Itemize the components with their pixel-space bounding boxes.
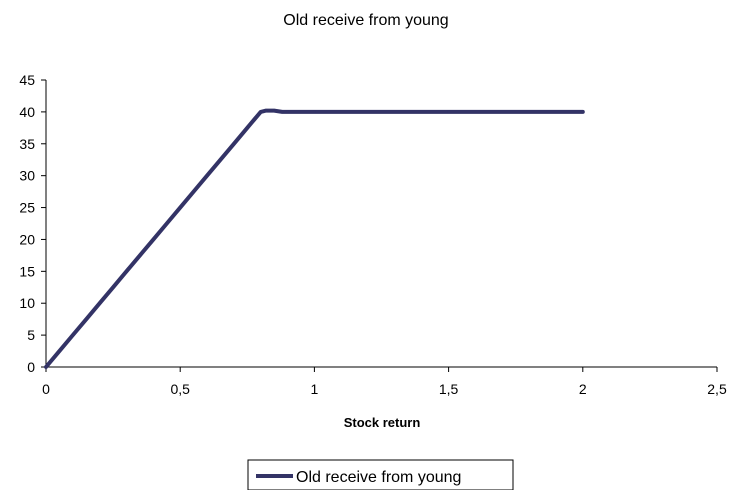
data-point: [259, 110, 263, 114]
data-point: [218, 158, 222, 162]
x-axis-label: Stock return: [344, 415, 421, 430]
data-point: [581, 110, 585, 114]
data-point: [178, 206, 182, 210]
data-point: [245, 126, 249, 130]
data-point: [312, 110, 316, 114]
data-point: [151, 237, 155, 241]
x-tick-label: 2: [579, 381, 587, 397]
data-point: [111, 285, 115, 289]
data-point: [232, 142, 236, 146]
data-point: [264, 109, 268, 113]
plot-area: 0 5 10 15 20 25 30 35 40 45 0 0,5 1 1,5 2 2,5: [19, 72, 727, 397]
data-point: [138, 253, 142, 257]
x-tick-label: 0: [42, 381, 50, 397]
legend: Old receive from young: [247, 459, 514, 490]
series-line: [44, 108, 585, 369]
y-tick-label: 0: [27, 359, 35, 375]
data-point: [280, 110, 284, 114]
data-point: [84, 317, 88, 321]
data-point: [57, 349, 61, 353]
y-tick-label: 30: [19, 168, 35, 184]
x-tick-label: 1,5: [439, 381, 459, 397]
y-tick-label: 35: [19, 136, 35, 152]
data-point: [192, 190, 196, 194]
y-tick-label: 10: [19, 295, 35, 311]
data-point: [447, 110, 451, 114]
x-tick-label: 2,5: [707, 381, 727, 397]
x-tick-label: 0,5: [170, 381, 190, 397]
y-tick-label: 25: [19, 200, 35, 216]
legend-box: [247, 459, 514, 490]
data-point: [125, 269, 129, 273]
y-tick-label: 20: [19, 231, 35, 247]
data-point: [165, 222, 169, 225]
data-point: [71, 333, 75, 337]
data-point: [44, 365, 48, 369]
data-point: [286, 110, 290, 114]
data-point: [272, 109, 276, 113]
y-tick-label: 40: [19, 104, 35, 120]
chart-title: Old receive from young: [283, 12, 448, 29]
y-tick-label: 5: [27, 327, 35, 343]
y-tick-label: 45: [19, 72, 35, 88]
legend-label: Old receive from young: [296, 469, 461, 486]
x-tick-label: 1: [311, 381, 319, 397]
data-point: [205, 174, 209, 178]
data-point: [98, 301, 102, 305]
y-tick-label: 15: [19, 263, 35, 279]
